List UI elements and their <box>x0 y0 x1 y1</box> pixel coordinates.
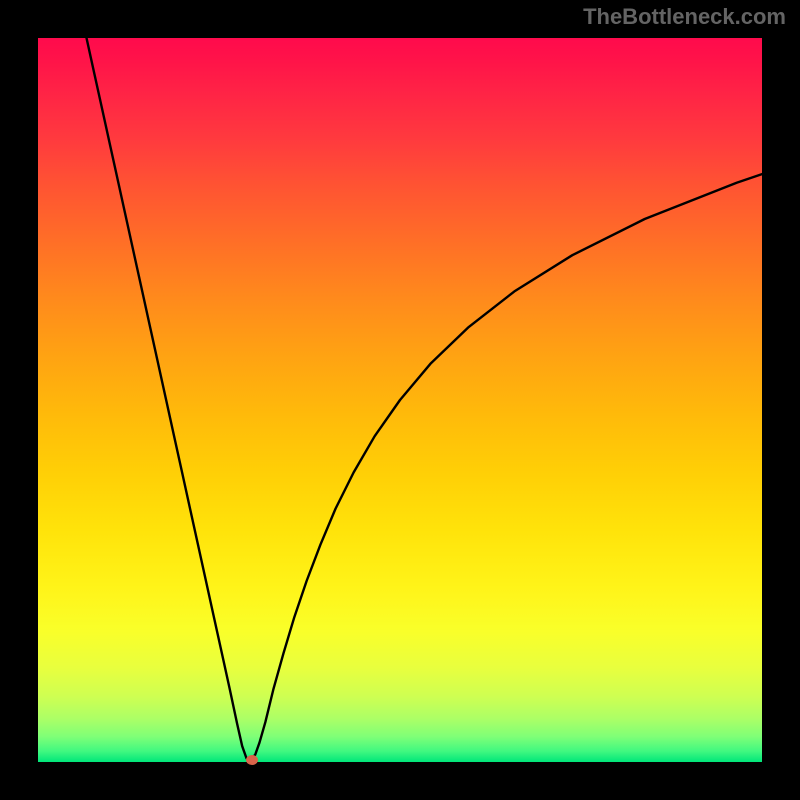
bottleneck-curve <box>38 38 762 762</box>
bottleneck-chart: TheBottleneck.com <box>0 0 800 800</box>
plot-area <box>38 38 762 762</box>
watermark-text: TheBottleneck.com <box>583 4 786 30</box>
min-marker <box>246 755 258 765</box>
